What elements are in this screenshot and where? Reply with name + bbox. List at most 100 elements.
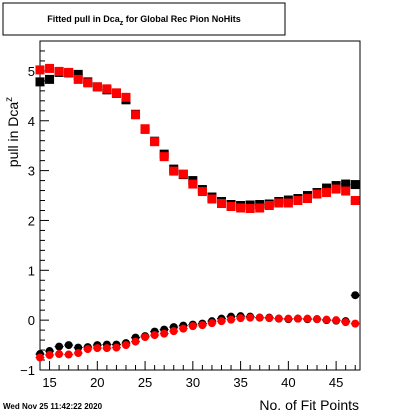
data-point xyxy=(131,337,140,346)
data-point xyxy=(160,329,169,338)
data-point xyxy=(121,92,131,102)
data-point xyxy=(64,350,73,359)
data-point xyxy=(236,203,246,213)
data-point xyxy=(102,84,112,94)
data-point xyxy=(92,82,102,92)
data-point xyxy=(188,179,198,189)
data-point xyxy=(274,198,284,208)
x-tick-label: 25 xyxy=(138,375,152,390)
data-point xyxy=(55,350,64,359)
data-point xyxy=(197,187,207,197)
data-point xyxy=(341,179,351,189)
x-tick-label: 20 xyxy=(90,375,104,390)
series-3 xyxy=(35,313,360,362)
data-point xyxy=(331,184,341,194)
data-point xyxy=(351,319,360,328)
data-point xyxy=(102,344,111,353)
data-point xyxy=(64,67,74,77)
y-axis-label-subscript: z xyxy=(4,97,15,102)
x-axis-label: No. of Fit Points xyxy=(259,397,359,413)
data-point xyxy=(45,63,55,73)
data-point xyxy=(73,74,83,84)
x-axis: 15 20 25 30 35 40 45 xyxy=(39,361,356,390)
y-axis-label: pull in Dcaz xyxy=(4,97,21,167)
data-point xyxy=(111,88,121,98)
data-point xyxy=(141,333,150,342)
data-point xyxy=(93,344,102,353)
data-point xyxy=(350,196,360,206)
data-point xyxy=(178,169,188,179)
data-point xyxy=(159,152,169,162)
data-point xyxy=(217,317,226,326)
y-tick-label: 5 xyxy=(28,64,35,79)
plot-frame xyxy=(39,40,361,371)
data-point xyxy=(207,319,216,328)
chart-title: Fitted pull in Dcaz for Global Rec Pion … xyxy=(47,14,241,27)
data-point xyxy=(284,314,293,323)
y-tick-label: 0 xyxy=(28,313,35,328)
series-layer xyxy=(35,63,360,362)
data-point xyxy=(312,189,322,199)
data-point xyxy=(64,341,73,350)
data-point xyxy=(150,137,160,147)
data-point xyxy=(283,198,293,208)
data-point xyxy=(303,314,312,323)
data-point xyxy=(236,314,245,323)
data-point xyxy=(74,343,83,352)
timestamp: Wed Nov 25 11:42:22 2020 xyxy=(3,402,103,411)
data-point xyxy=(274,314,283,323)
y-tick-label: 2 xyxy=(28,213,35,228)
data-point xyxy=(140,124,150,134)
data-point xyxy=(45,74,55,84)
data-point xyxy=(83,78,93,88)
data-point xyxy=(350,180,360,190)
data-point xyxy=(131,110,141,120)
data-point xyxy=(302,194,312,204)
data-point xyxy=(265,314,274,323)
x-tick-label: 30 xyxy=(186,375,200,390)
data-point xyxy=(313,315,322,324)
x-tick-label: 45 xyxy=(329,375,343,390)
data-point xyxy=(293,314,302,323)
title-box: Fitted pull in Dcaz for Global Rec Pion … xyxy=(2,2,286,36)
data-point xyxy=(169,166,179,176)
data-point xyxy=(293,196,303,206)
data-point xyxy=(341,186,351,196)
data-point xyxy=(322,315,331,324)
data-point xyxy=(245,203,255,213)
data-point xyxy=(45,351,54,360)
data-point xyxy=(83,345,92,354)
y-tick-label: 4 xyxy=(28,114,35,129)
data-point xyxy=(73,69,83,79)
title-main: Fitted pull in Dca xyxy=(47,14,120,24)
data-point xyxy=(150,331,159,340)
y-tick-label: 1 xyxy=(28,263,35,278)
data-point xyxy=(74,349,83,358)
data-point xyxy=(188,322,197,331)
data-point xyxy=(322,188,332,198)
data-point xyxy=(55,342,64,351)
data-point xyxy=(207,194,217,204)
data-point xyxy=(264,201,274,210)
data-point xyxy=(216,199,226,209)
data-point xyxy=(35,65,45,75)
data-point xyxy=(351,291,360,300)
y-tick-label: 3 xyxy=(28,164,35,179)
data-point xyxy=(226,201,236,211)
x-tick-label: 15 xyxy=(42,375,56,390)
x-tick-label: 35 xyxy=(233,375,247,390)
data-point xyxy=(169,327,178,336)
data-point xyxy=(341,318,350,327)
title-suffix: for Global Rec Pion NoHits xyxy=(123,14,241,24)
data-point xyxy=(255,203,265,213)
series-1 xyxy=(35,63,360,213)
data-point xyxy=(255,313,264,322)
data-point xyxy=(54,66,64,76)
data-point xyxy=(36,353,44,362)
y-axis: −1 0 1 2 3 4 5 xyxy=(20,40,49,378)
title-subscript: z xyxy=(120,20,124,27)
data-point xyxy=(35,77,45,87)
data-point xyxy=(198,321,207,330)
